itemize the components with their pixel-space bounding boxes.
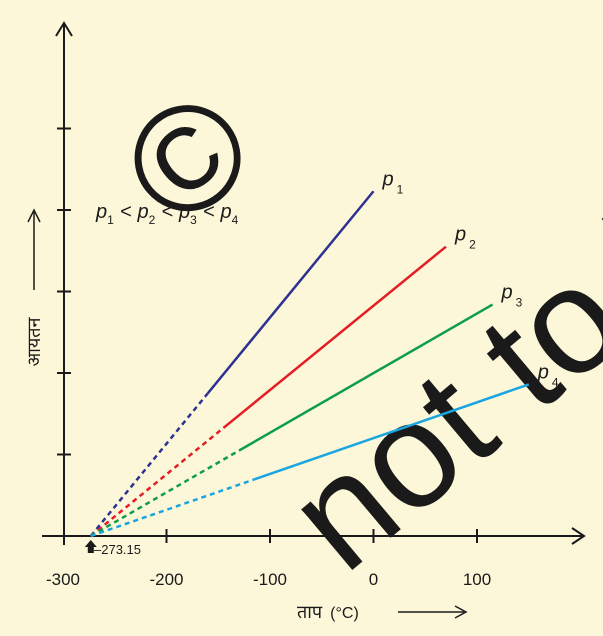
y-axis-arrow	[55, 21, 73, 37]
y-ticks	[57, 127, 71, 456]
y-axis-title: आयतन	[24, 316, 44, 366]
x-axis-title-text: ताप	[297, 602, 323, 622]
series-p4-line	[254, 383, 530, 481]
pressure-inequality: p1 < p2 < p3 < p4	[95, 201, 239, 227]
series-p1-line	[206, 190, 375, 394]
x-tick-label-0: -300	[46, 570, 80, 589]
absolute-zero-marker: –273.15	[84, 540, 141, 557]
ineq-lt-1: <	[120, 201, 132, 223]
watermark: © not to be	[91, 58, 603, 601]
watermark-symbol: ©	[91, 58, 284, 258]
ineq-p1: p	[95, 201, 107, 223]
series-p4-extrapolated	[90, 478, 255, 538]
x-tick-label-1: -200	[149, 570, 183, 589]
ineq-lt-3: <	[203, 201, 215, 223]
x-tick-label-4: 100	[463, 570, 491, 589]
ineq-p1-sub: 1	[107, 213, 114, 227]
x-axis-title-group: ताप (°C)	[297, 602, 468, 622]
series-p1-extrapolated	[89, 392, 209, 537]
ineq-p3: p	[178, 201, 190, 223]
y-axis-title-arrow-head	[27, 208, 41, 223]
absolute-zero-label: –273.15	[94, 542, 141, 557]
series-p3-extrapolated	[90, 449, 240, 538]
x-axis-arrow	[571, 527, 586, 545]
ineq-p3-sub: 3	[190, 213, 197, 227]
ineq-p2: p	[137, 201, 149, 223]
x-tick-label-3: 0	[369, 570, 378, 589]
absolute-zero-arrow	[84, 540, 97, 553]
ineq-p4-sub: 4	[232, 213, 239, 227]
ineq-p2-sub: 2	[149, 213, 156, 227]
series-p2-line	[222, 245, 447, 429]
watermark-text: not to be	[257, 97, 603, 601]
series-layer	[89, 190, 530, 538]
series-p3-line	[238, 303, 494, 452]
ineq-p4: p	[220, 201, 232, 223]
axes	[42, 21, 586, 545]
x-axis-title-arrow-head	[454, 605, 468, 619]
series-labels: p 1 p 2 p 3 p 4	[382, 168, 559, 389]
x-axis-title: ताप (°C)	[297, 602, 359, 622]
y-axis-title-group: आयतन	[24, 208, 44, 367]
series-p2-extrapolated	[90, 426, 225, 537]
x-tick-label-2: -100	[253, 570, 287, 589]
ineq-lt-2: <	[161, 201, 173, 223]
x-ticks: -300 -200 -100 0 100	[46, 529, 491, 589]
x-axis-title-unit: (°C)	[330, 605, 359, 622]
